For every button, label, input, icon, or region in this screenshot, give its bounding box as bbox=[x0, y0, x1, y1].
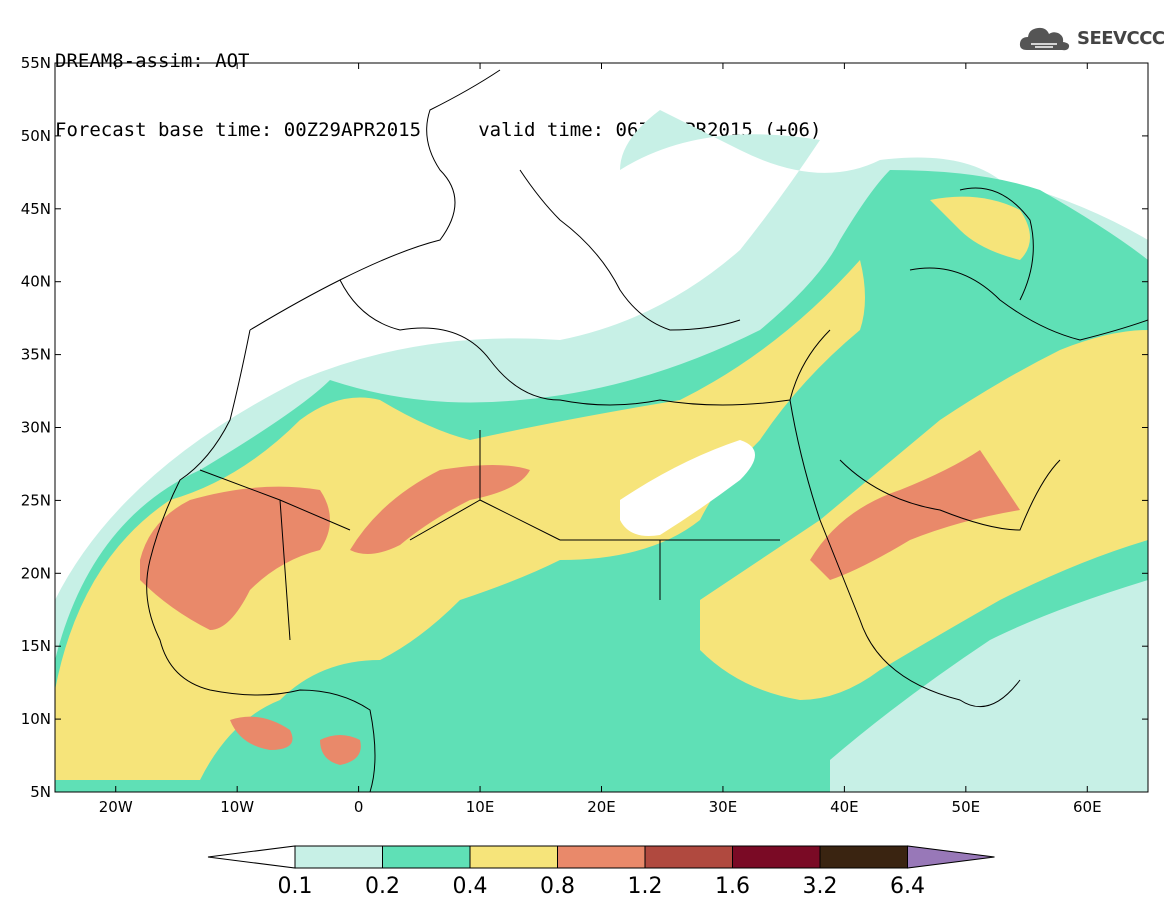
colorbar-swatch bbox=[469, 845, 558, 869]
aot-field bbox=[55, 110, 1148, 792]
lon-tick-label: 50E bbox=[952, 798, 981, 816]
aot-band-0.4 bbox=[55, 260, 865, 780]
logo-text: SEEVCCC bbox=[1077, 28, 1165, 49]
colorbar-swatch bbox=[644, 845, 733, 869]
colorbar-swatch bbox=[557, 845, 646, 869]
lat-tick-label: 20N bbox=[21, 564, 51, 582]
lat-tick-label: 55N bbox=[21, 54, 51, 72]
colorbar-label: 0.4 bbox=[453, 874, 488, 899]
lon-tick-label: 30E bbox=[709, 798, 738, 816]
colorbar-label: 0.2 bbox=[365, 874, 400, 899]
chart-title: DREAM8-assim: AOT bbox=[55, 50, 250, 72]
cloud-icon bbox=[1019, 27, 1070, 51]
colorbar-label: 1.6 bbox=[715, 874, 750, 899]
lon-tick-label: 0 bbox=[354, 798, 364, 816]
lat-tick-label: 35N bbox=[21, 346, 51, 364]
coastlines bbox=[146, 69, 1148, 792]
colorbar-lower-arrow bbox=[207, 845, 296, 869]
colorbar-swatch bbox=[732, 845, 821, 869]
aot-band-0.4c bbox=[930, 196, 1030, 260]
colorbar-label: 0.1 bbox=[278, 874, 313, 899]
lon-tick-label: 20E bbox=[587, 798, 616, 816]
lon-tick-label: 60E bbox=[1073, 798, 1102, 816]
colorbar: 0.1 0.2 0.4 0.8 1.2 1.6 3.2 6.4 bbox=[207, 845, 995, 899]
aot-band-0.8d bbox=[230, 716, 361, 765]
lat-axis: 55N 50N 45N 40N 35N 30N 25N 20N 15N 10N 5N bbox=[21, 54, 1148, 801]
lat-tick-label: 25N bbox=[21, 491, 51, 509]
lat-tick-label: 30N bbox=[21, 419, 51, 437]
colorbar-swatch bbox=[382, 845, 471, 869]
lon-tick-label: 40E bbox=[830, 798, 859, 816]
lat-tick-label: 45N bbox=[21, 200, 51, 218]
colorbar-label: 6.4 bbox=[890, 874, 925, 899]
lon-tick-label: 10E bbox=[466, 798, 495, 816]
lat-tick-label: 50N bbox=[21, 127, 51, 145]
colorbar-label: 1.2 bbox=[628, 874, 663, 899]
seevccc-logo: SEEVCCC bbox=[1017, 22, 1165, 56]
lat-tick-label: 5N bbox=[30, 783, 51, 801]
aot-band-0.8 bbox=[140, 486, 330, 630]
clear-patch bbox=[620, 440, 755, 536]
colorbar-label: 3.2 bbox=[803, 874, 838, 899]
lat-tick-label: 10N bbox=[21, 710, 51, 728]
aot-band-0.8c bbox=[810, 450, 1020, 580]
lon-tick-label: 20W bbox=[99, 798, 133, 816]
aot-band-0.8b bbox=[350, 465, 530, 554]
colorbar-swatch bbox=[819, 845, 908, 869]
aot-map: 55N 50N 45N 40N 35N 30N 25N 20N 15N 10N 5N 20W 10W 0… bbox=[21, 54, 1149, 816]
lon-tick-label: 10W bbox=[220, 798, 254, 816]
colorbar-swatch bbox=[294, 845, 383, 869]
colorbar-upper-arrow bbox=[907, 845, 995, 869]
lon-axis: 20W 10W 0 10E 20E 30E 40E 50E 60E bbox=[99, 63, 1102, 816]
lat-tick-label: 15N bbox=[21, 637, 51, 655]
lat-tick-label: 40N bbox=[21, 273, 51, 291]
colorbar-label: 0.8 bbox=[540, 874, 575, 899]
